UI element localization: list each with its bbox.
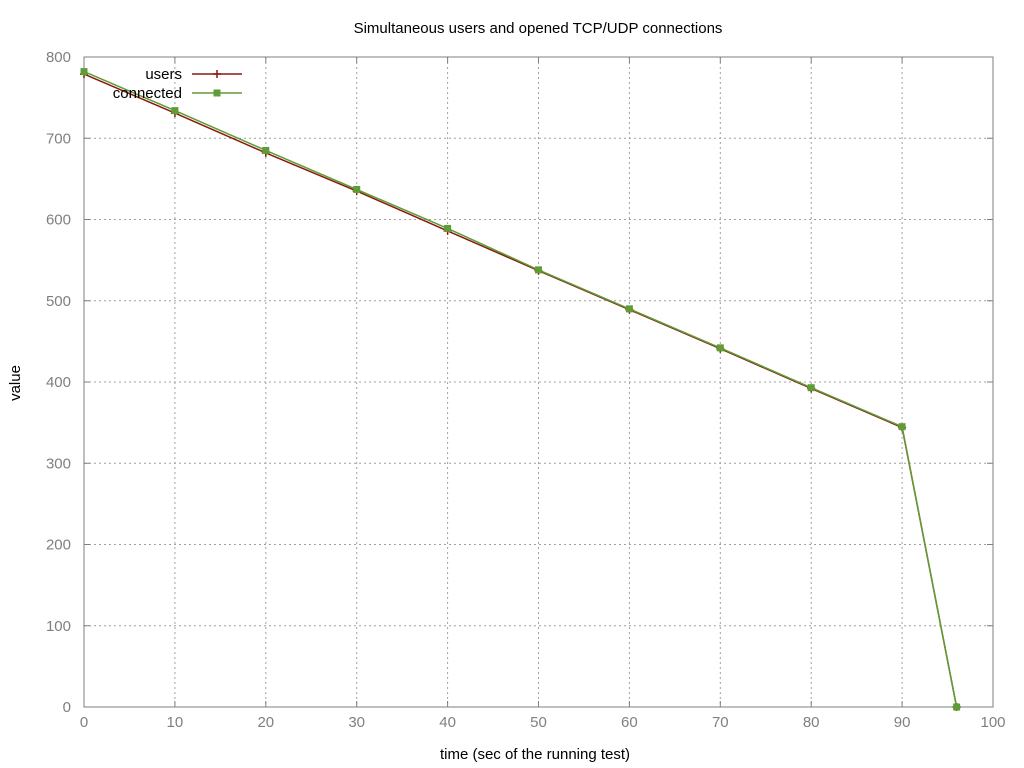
y-tick-label: 500 [46,293,71,310]
legend-marker-connected [213,89,221,97]
axis-ticks: 0 10 20 30 40 50 60 70 80 90 100 0 100 200 300 400 500 60… [46,49,1006,731]
series-lines [80,68,961,711]
x-tick-label: 30 [348,714,365,731]
x-tick-label: 80 [803,714,820,731]
series-line-users [83,73,958,708]
x-tick-label: 100 [980,714,1005,731]
x-tick-label: 70 [712,714,729,731]
data-point-connected [953,703,961,711]
data-point-connected [807,384,815,392]
x-tick-label: 10 [167,714,184,731]
x-axis-label: time (sec of the running test) [440,746,630,763]
legend-label-users: users [145,66,182,83]
grid [84,57,993,707]
legend-label-connected: connected [113,85,182,102]
data-point-connected [444,224,452,232]
data-point-connected [262,146,270,154]
y-tick-label: 100 [46,618,71,635]
y-axis-label: value [7,365,24,401]
chart-title: Simultaneous users and opened TCP/UDP co… [354,20,723,37]
series-line-connected [83,70,958,708]
y-tick-label: 400 [46,374,71,391]
x-tick-label: 50 [530,714,547,731]
legend: users connected [113,66,242,102]
y-tick-label: 0 [63,699,71,716]
data-point-connected [80,68,88,76]
y-tick-label: 600 [46,212,71,229]
x-tick-label: 90 [894,714,911,731]
x-tick-label: 60 [621,714,638,731]
y-tick-label: 700 [46,130,71,147]
y-tick-label: 300 [46,455,71,472]
plot-frame [83,56,994,708]
data-point-connected [625,305,633,313]
data-point-connected [535,266,542,274]
series-users [80,70,961,711]
y-tick-label: 800 [46,49,71,66]
data-point-connected [171,107,179,115]
x-tick-label: 0 [80,714,88,731]
y-tick-label: 200 [46,537,71,554]
data-point-connected [716,344,724,352]
series-connected [80,68,961,711]
legend-marker-users [213,70,221,78]
data-point-connected [353,185,361,193]
x-tick-label: 20 [257,714,274,731]
data-point-connected [898,423,906,431]
x-tick-label: 40 [439,714,456,731]
